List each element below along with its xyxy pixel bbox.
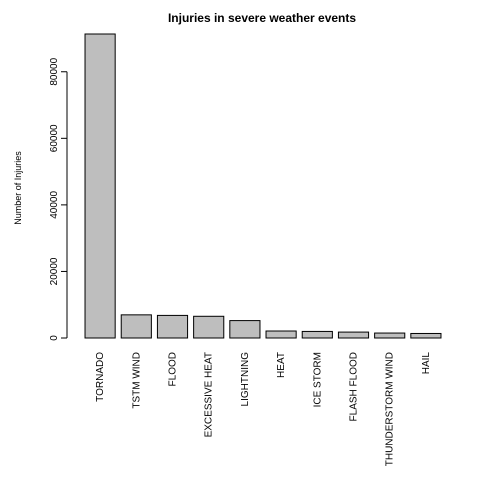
x-tick-label: THUNDERSTORM WIND [385, 352, 396, 466]
bar [374, 332, 406, 339]
bar [120, 314, 152, 339]
bar [410, 332, 442, 339]
x-tick-label: HAIL [421, 352, 432, 375]
chart-title: Injuries in severe weather events [168, 11, 356, 25]
x-tick-labels: TORNADO TSTM WIND FLOOD EXCESSIVE HEAT LIGHT… [95, 352, 432, 467]
bar [156, 314, 189, 339]
x-tick-label: HEAT [276, 352, 287, 378]
x-tick-label: LIGHTNING [240, 352, 251, 407]
x-tick-label: TORNADO [95, 352, 106, 402]
bar [84, 33, 116, 339]
bar [229, 320, 261, 339]
y-tick-label: 20000 [49, 257, 60, 285]
bar [337, 331, 370, 339]
y-tick-label: 40000 [49, 191, 60, 219]
x-tick-label: FLOOD [168, 352, 179, 386]
bars-group [84, 33, 442, 339]
bar [193, 315, 225, 339]
y-axis-label: Number of Injuries [13, 151, 23, 225]
x-tick-label: TSTM WIND [131, 352, 142, 409]
bar [301, 330, 333, 339]
x-tick-label: FLASH FLOOD [349, 352, 360, 421]
x-tick-label: EXCESSIVE HEAT [204, 352, 215, 437]
y-tick-label: 0 [49, 335, 60, 341]
y-tick-label: 60000 [49, 124, 60, 152]
y-axis: 0 20000 40000 60000 80000 [49, 57, 68, 341]
x-tick-label: ICE STORM [312, 352, 323, 407]
bar [265, 330, 297, 339]
y-tick-label: 80000 [49, 57, 60, 85]
